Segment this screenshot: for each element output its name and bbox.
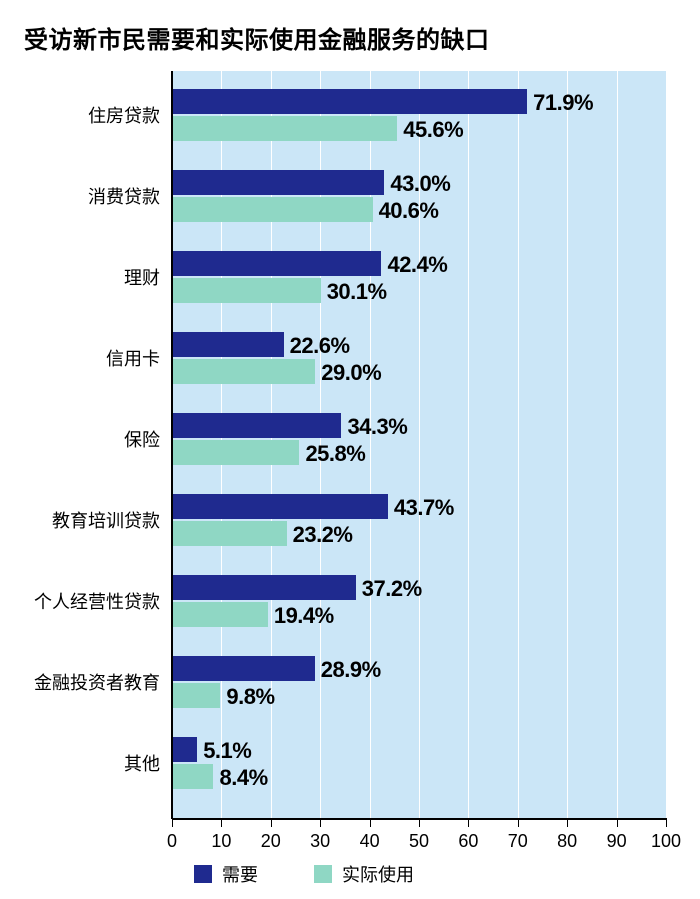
x-axis-label: 80 — [557, 831, 577, 852]
x-axis-label: 20 — [261, 831, 281, 852]
y-axis — [171, 71, 173, 819]
legend-item: 实际使用 — [314, 861, 414, 887]
chart-title: 受访新市民需要和实际使用金融服务的缺口 — [24, 20, 676, 55]
value-label: 34.3% — [347, 414, 407, 440]
value-label: 25.8% — [305, 441, 365, 467]
legend-swatch — [314, 865, 332, 883]
bar — [172, 494, 388, 519]
x-tick — [419, 819, 420, 827]
value-label: 45.6% — [403, 117, 463, 143]
category-label: 其他 — [124, 750, 160, 776]
value-label: 43.7% — [394, 495, 454, 521]
category-label: 个人经营性贷款 — [34, 588, 160, 614]
category-label: 金融投资者教育 — [34, 669, 160, 695]
value-label: 28.9% — [321, 657, 381, 683]
value-label: 37.2% — [362, 576, 422, 602]
bar — [172, 332, 284, 357]
grid-line — [666, 71, 667, 819]
value-label: 23.2% — [293, 522, 353, 548]
x-tick — [271, 819, 272, 827]
value-label: 5.1% — [203, 738, 251, 764]
legend-label: 需要 — [222, 861, 258, 887]
value-label: 9.8% — [226, 684, 274, 710]
x-axis-label: 50 — [409, 831, 429, 852]
bar — [172, 197, 373, 222]
x-tick — [666, 819, 667, 827]
bar — [172, 521, 287, 546]
category-label: 理财 — [124, 264, 160, 290]
value-label: 8.4% — [219, 765, 267, 791]
plot-area: 0102030405060708090100住房贷款71.9%45.6%消费贷款… — [172, 71, 666, 819]
bar — [172, 656, 315, 681]
bar — [172, 440, 299, 465]
legend-item: 需要 — [194, 861, 258, 887]
grid-line — [518, 71, 519, 819]
bar — [172, 89, 527, 114]
category-label: 教育培训贷款 — [52, 507, 160, 533]
x-axis-label: 30 — [310, 831, 330, 852]
legend-label: 实际使用 — [342, 861, 414, 887]
x-tick — [567, 819, 568, 827]
x-axis-label: 60 — [458, 831, 478, 852]
grid-line — [617, 71, 618, 819]
bar — [172, 116, 397, 141]
bar — [172, 170, 384, 195]
value-label: 19.4% — [274, 603, 334, 629]
value-label: 42.4% — [387, 252, 447, 278]
bar — [172, 764, 213, 789]
x-axis-label: 40 — [360, 831, 380, 852]
legend: 需要 实际使用 — [194, 861, 414, 887]
value-label: 30.1% — [327, 279, 387, 305]
bar — [172, 413, 341, 438]
grid-line — [567, 71, 568, 819]
x-tick — [172, 819, 173, 827]
grid-line — [468, 71, 469, 819]
value-label: 22.6% — [290, 333, 350, 359]
chart-container: 受访新市民需要和实际使用金融服务的缺口 0 10 20 30 40 50 60 70 80 90 1… — [0, 0, 700, 876]
bar — [172, 737, 197, 762]
value-label: 40.6% — [379, 198, 439, 224]
value-label: 29.0% — [321, 360, 381, 386]
x-axis-label: 0 — [167, 831, 177, 852]
x-tick — [221, 819, 222, 827]
chart-area: 0102030405060708090100住房贷款71.9%45.6%消费贷款… — [24, 71, 676, 899]
category-label: 消费贷款 — [88, 183, 160, 209]
category-label: 保险 — [124, 426, 160, 452]
x-tick — [370, 819, 371, 827]
bar — [172, 359, 315, 384]
x-tick — [320, 819, 321, 827]
x-tick — [468, 819, 469, 827]
x-axis — [172, 818, 667, 820]
category-label: 住房贷款 — [88, 102, 160, 128]
x-tick — [617, 819, 618, 827]
value-label: 71.9% — [533, 90, 593, 116]
x-axis-label: 90 — [607, 831, 627, 852]
legend-swatch — [194, 865, 212, 883]
x-axis-label: 10 — [211, 831, 231, 852]
bar — [172, 602, 268, 627]
x-axis-label: 70 — [508, 831, 528, 852]
bar — [172, 278, 321, 303]
bar — [172, 575, 356, 600]
category-label: 信用卡 — [106, 345, 160, 371]
x-axis-label: 100 — [651, 831, 681, 852]
bar — [172, 251, 381, 276]
value-label: 43.0% — [390, 171, 450, 197]
bar — [172, 683, 220, 708]
x-tick — [518, 819, 519, 827]
